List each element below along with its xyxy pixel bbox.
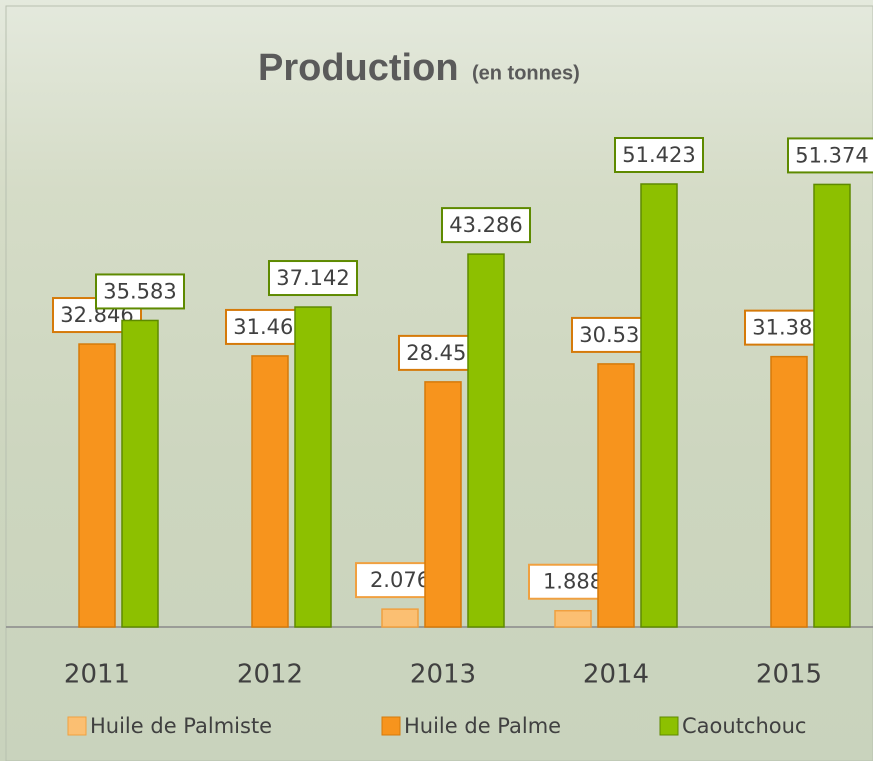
legend-swatch — [382, 717, 400, 735]
bar — [468, 254, 504, 627]
data-label: 37.142 — [276, 266, 349, 290]
chart-subtitle: (en tonnes) — [472, 62, 580, 84]
chart: Production (en tonnes) 201132.84635.5832… — [0, 0, 873, 761]
bar — [79, 344, 115, 627]
data-label: 43.286 — [449, 213, 522, 237]
bar — [122, 320, 158, 627]
legend-swatch — [660, 717, 678, 735]
bar — [252, 356, 288, 627]
legend-label: Caoutchouc — [682, 714, 806, 738]
x-tick-label: 2015 — [756, 660, 822, 690]
bar — [641, 184, 677, 627]
bar — [425, 382, 461, 627]
bar — [555, 611, 591, 627]
data-label: 51.374 — [795, 143, 868, 167]
x-tick-label: 2014 — [583, 660, 649, 690]
data-label: 51.423 — [622, 143, 695, 167]
x-tick-label: 2011 — [64, 660, 130, 690]
x-tick-label: 2012 — [237, 660, 303, 690]
data-label: 1.888 — [543, 570, 603, 594]
bar — [771, 357, 807, 627]
chart-title: Production — [258, 47, 459, 89]
legend-label: Huile de Palmiste — [90, 714, 272, 738]
x-tick-label: 2013 — [410, 660, 476, 690]
data-label: 2.076 — [370, 568, 430, 592]
legend-label: Huile de Palme — [404, 714, 561, 738]
legend-swatch — [68, 717, 86, 735]
bar — [814, 184, 850, 627]
data-label: 35.583 — [103, 279, 176, 303]
bar — [382, 609, 418, 627]
bar — [598, 364, 634, 627]
bar — [295, 307, 331, 627]
